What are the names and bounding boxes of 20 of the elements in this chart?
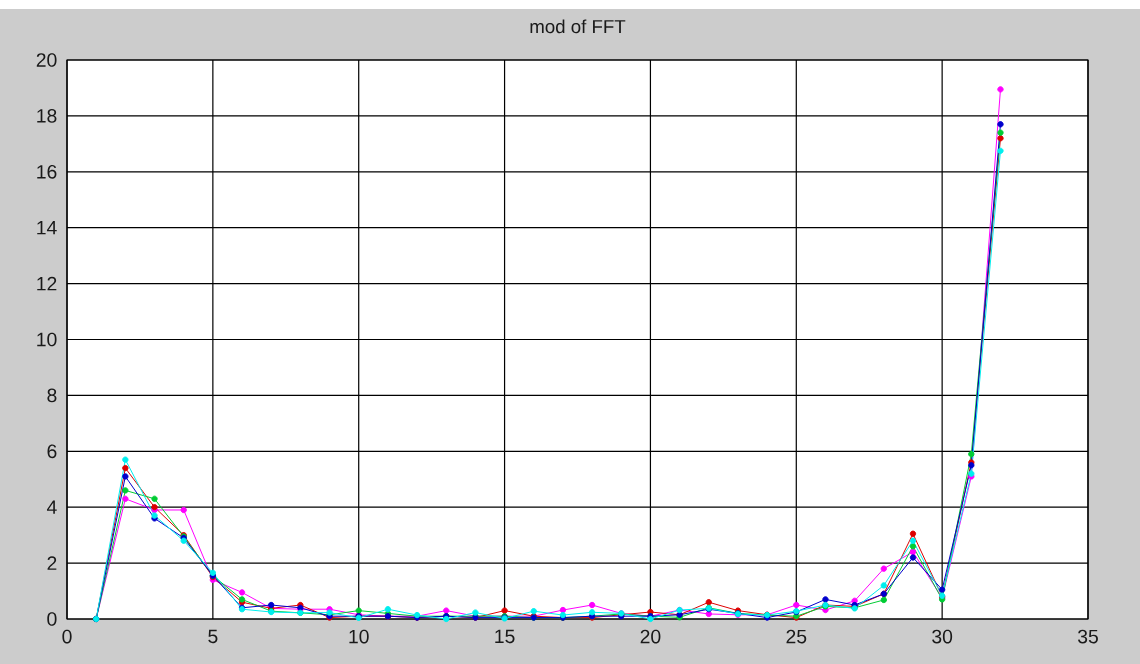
x-tick-label: 35 <box>1077 629 1098 644</box>
y-tick-label: 4 <box>46 500 57 514</box>
y-tick-label: 0 <box>47 612 57 626</box>
y-tick-label: 20 <box>36 53 57 67</box>
x-tick-label: 5 <box>208 629 218 644</box>
y-tick-label: 12 <box>37 276 57 291</box>
x-tick-label: 30 <box>932 629 953 644</box>
y-tick-label: 16 <box>37 164 57 179</box>
y-tick-label: 6 <box>47 444 57 459</box>
y-tick-label: 2 <box>47 556 57 570</box>
x-tick-label: 20 <box>640 629 661 644</box>
x-tick-label: 25 <box>786 629 807 644</box>
x-tick-label: 10 <box>349 629 369 644</box>
x-tick-label: 0 <box>62 629 72 644</box>
y-tick-label: 14 <box>37 221 57 235</box>
y-tick-label: 18 <box>37 109 57 123</box>
y-tick-label: 10 <box>37 332 57 347</box>
y-tick-label: 8 <box>47 388 57 403</box>
x-tick-label: 15 <box>495 629 515 644</box>
chart-title: mod of FFT <box>530 19 626 34</box>
